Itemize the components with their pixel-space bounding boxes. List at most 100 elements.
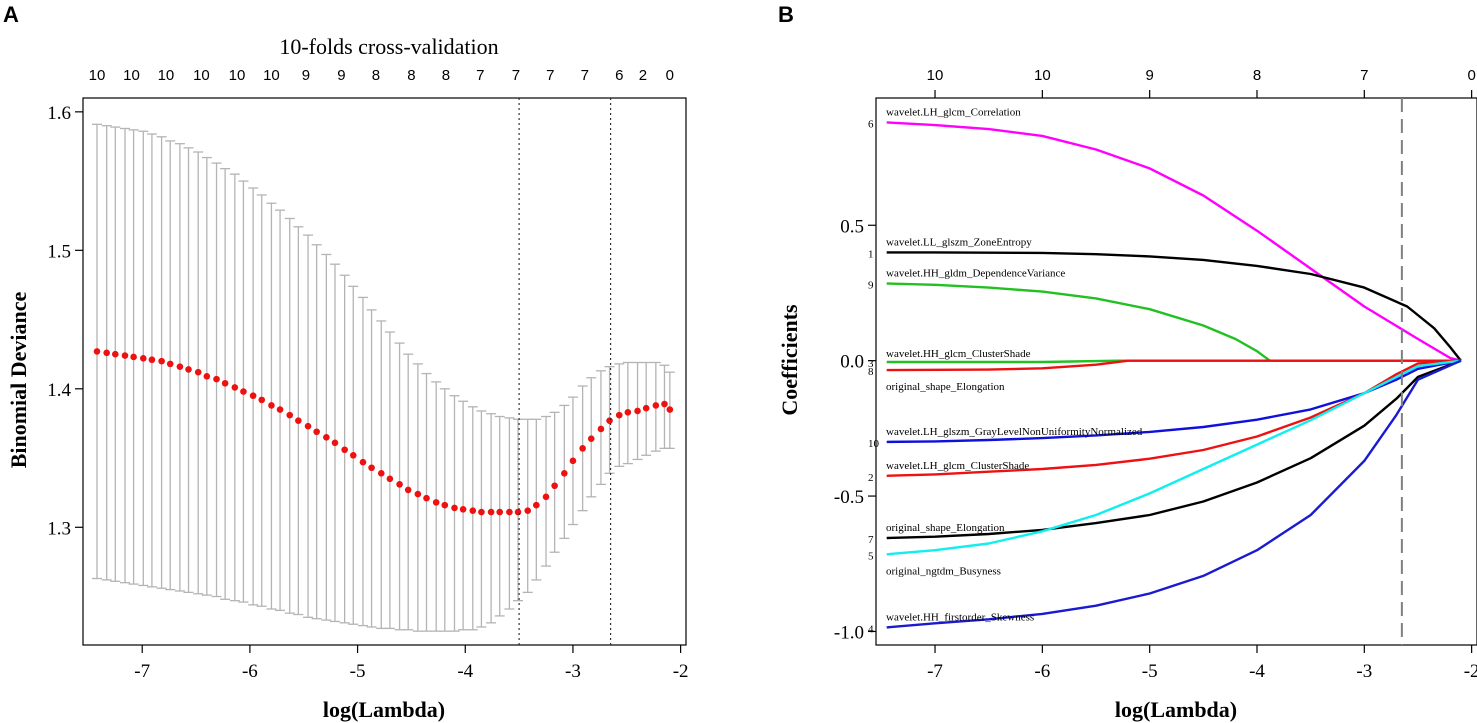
panel-a-point <box>93 348 101 355</box>
panel-a-point <box>240 388 247 395</box>
panel-b-series-index: 3 <box>868 358 874 370</box>
panel-b-series-index: 8 <box>868 366 874 378</box>
panel-b-top-label: 9 <box>1145 67 1153 84</box>
panel-a-point <box>396 481 403 488</box>
panel-a-ytick-label: 1.4 <box>47 380 71 401</box>
panel-a-point <box>496 508 504 516</box>
panel-a-point <box>634 407 641 415</box>
panel-a-point <box>642 404 650 412</box>
panel-b-series-index: 10 <box>868 438 880 450</box>
panel-a-top-label: 10 <box>229 67 246 84</box>
panel-a-point <box>286 411 294 419</box>
panel-a-point <box>140 355 147 362</box>
panel-a-top-label: 10 <box>263 67 280 84</box>
panel-b-ytick-label: 0.5 <box>840 216 864 237</box>
panel-a-point <box>130 353 137 361</box>
panel-a-top-label: 7 <box>546 67 554 84</box>
panel-b-series-index: 2 <box>868 472 874 484</box>
panel-a-point <box>176 363 184 370</box>
panel-a-point <box>441 501 449 509</box>
panel-a-point <box>148 356 156 364</box>
panel-a-top-label: 7 <box>512 67 520 84</box>
panel-a-point <box>258 396 266 404</box>
panel-a-top-label: 8 <box>372 67 380 84</box>
panel-a-top-label: 10 <box>193 67 210 84</box>
panel-a-point <box>268 402 275 409</box>
panel-a-top-label: 9 <box>302 67 310 84</box>
panel-a-point <box>561 469 568 477</box>
panel-b-series-line <box>886 359 1462 444</box>
panel-a-ytick-label: 1.6 <box>47 103 71 124</box>
panel-a-xtick-label: -4 <box>457 661 473 682</box>
panel-a-point <box>487 508 495 516</box>
panel-a-top-label: 8 <box>407 67 415 84</box>
panel-a-point <box>359 458 367 466</box>
panel-b-series-line <box>886 359 1462 629</box>
panel-a-point <box>624 409 632 416</box>
panel-a-xtick-label: -5 <box>350 661 366 682</box>
panel-a-point <box>478 508 485 516</box>
panel-b-series-index: 9 <box>868 279 874 291</box>
panel-a-point <box>459 505 467 513</box>
panel-b-label: B <box>778 2 794 27</box>
panel-a-cross-validation: 10-folds cross-validation log(Lambda) Bi… <box>6 34 689 722</box>
panel-a-label: A <box>3 2 19 27</box>
panel-a-point <box>666 406 674 413</box>
panel-b-series-label: wavelet.LL_glszm_ZoneEntropy <box>886 236 1032 248</box>
panel-b-xtick-label: -7 <box>927 661 943 682</box>
panel-b-top-label: 10 <box>927 67 944 84</box>
panel-a-point <box>506 508 513 516</box>
panel-a-point <box>158 357 165 365</box>
panel-a-errorbars <box>91 123 675 632</box>
panel-a-top-label: 2 <box>639 67 647 84</box>
panel-a-point <box>231 384 239 391</box>
panel-a-xtick-label: -2 <box>673 661 689 682</box>
panel-a-point <box>423 494 430 502</box>
panel-a-point <box>377 469 385 477</box>
panel-a-point <box>203 373 211 380</box>
panel-b-xtick-label: -3 <box>1356 661 1372 682</box>
panel-b-ytick-label: -0.5 <box>834 487 864 508</box>
panel-b-series-label: wavelet.LH_glszm_GrayLevelNonUniformityN… <box>886 426 1143 438</box>
panel-a-point <box>213 375 220 383</box>
panel-a-plot-frame <box>82 97 687 646</box>
panel-a-point <box>304 422 312 430</box>
panel-b-xtick-label: -5 <box>1142 661 1158 682</box>
panel-a-point <box>349 451 357 459</box>
panel-a-point <box>615 411 623 419</box>
panel-b-series-label: original_shape_Elongation <box>886 381 1005 393</box>
panel-a-ytick-label: 1.5 <box>47 241 71 262</box>
panel-a-point <box>341 446 348 454</box>
panel-b-plot-frame <box>875 97 1477 646</box>
panel-b-ytick-label: -1.0 <box>834 622 864 643</box>
panel-b-series-line <box>886 251 1462 362</box>
panel-a-point <box>194 368 202 376</box>
panel-b-top-label: 0 <box>1467 67 1475 84</box>
panel-b-series-index: 5 <box>868 550 874 562</box>
panel-b-series-index: 4 <box>868 623 874 635</box>
panel-a-point <box>386 475 394 483</box>
panel-a-point <box>295 417 302 424</box>
panel-b-xtick-label: -6 <box>1034 661 1050 682</box>
panel-a-point <box>542 493 550 501</box>
panel-a-ytick-label: 1.3 <box>47 518 71 539</box>
panel-a-top-label: 6 <box>615 67 623 84</box>
panel-b-series-line <box>886 359 1462 556</box>
panel-a-point <box>414 490 422 498</box>
panel-a-top-label: 9 <box>337 67 345 84</box>
panel-a-point <box>249 392 257 400</box>
panel-a-point <box>597 425 605 433</box>
panel-b-paths: 6 wavelet.LH_glcm_Correlation 1 wavelet.LL_… <box>868 106 1462 635</box>
panel-a-xtick-label: -6 <box>242 661 258 682</box>
panel-a-point <box>533 501 540 509</box>
panel-a-point <box>587 435 595 442</box>
panel-b-series-index: 7 <box>868 534 874 546</box>
panel-a-top-label: 10 <box>123 67 140 84</box>
panel-b-top-label: 10 <box>1034 67 1051 84</box>
panel-b-top-label: 8 <box>1253 67 1261 84</box>
panel-b-series-line <box>886 121 1462 362</box>
panel-b-series-label: original_ngtdm_Busyness <box>886 565 1001 577</box>
panel-a-point <box>112 350 119 358</box>
panel-a-point <box>221 379 229 387</box>
